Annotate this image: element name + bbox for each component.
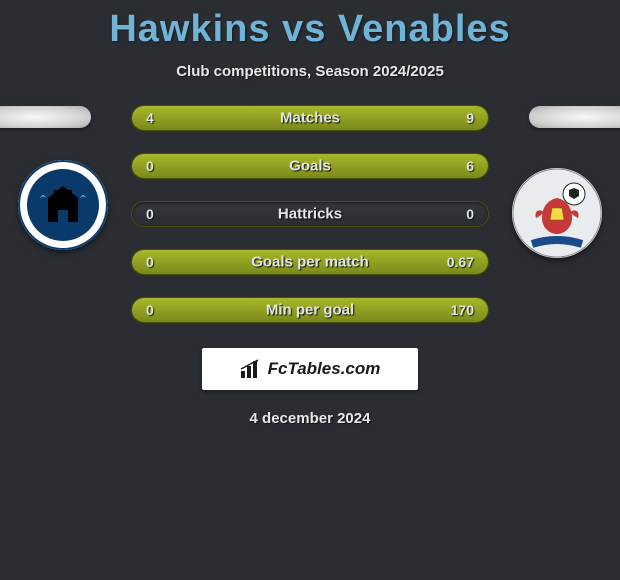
stat-value-left: 0 bbox=[146, 158, 154, 174]
comparison-panel: 4 Matches 9 0 Goals 6 0 Hattricks 0 0 Goals per ma… bbox=[0, 106, 620, 322]
stat-label: Matches bbox=[280, 110, 340, 127]
stat-label: Goals per match bbox=[251, 254, 369, 271]
player-right-column bbox=[498, 106, 616, 258]
club-crest-right-icon bbox=[512, 168, 602, 258]
stat-value-right: 9 bbox=[466, 110, 474, 126]
stats-column: 4 Matches 9 0 Goals 6 0 Hattricks 0 0 Goals per ma… bbox=[122, 106, 498, 322]
stat-value-right: 170 bbox=[451, 302, 474, 318]
stat-value-left: 0 bbox=[146, 254, 154, 270]
brand-badge[interactable]: FcTables.com bbox=[202, 348, 418, 390]
bars-icon bbox=[240, 359, 262, 379]
stat-label: Min per goal bbox=[266, 302, 354, 319]
page-title: Hawkins vs Venables bbox=[0, 0, 620, 51]
subtitle: Club competitions, Season 2024/2025 bbox=[0, 63, 620, 80]
footer-date: 4 december 2024 bbox=[0, 410, 620, 427]
club-badge-right bbox=[512, 168, 602, 258]
player-left-column bbox=[4, 106, 122, 250]
stat-value-left: 0 bbox=[146, 302, 154, 318]
stat-bar: 0 Goals 6 bbox=[132, 154, 488, 178]
club-crest-left-icon bbox=[18, 160, 108, 250]
club-badge-left bbox=[18, 160, 108, 250]
brand-text: FcTables.com bbox=[268, 359, 381, 379]
stat-fill-right bbox=[242, 106, 488, 130]
player-right-pill bbox=[529, 106, 620, 128]
stat-bar: 4 Matches 9 bbox=[132, 106, 488, 130]
stat-bar: 0 Min per goal 170 bbox=[132, 298, 488, 322]
stat-bar: 0 Hattricks 0 bbox=[132, 202, 488, 226]
stat-value-right: 6 bbox=[466, 158, 474, 174]
player-left-pill bbox=[0, 106, 91, 128]
stat-value-right: 0.67 bbox=[447, 254, 474, 270]
stat-bar: 0 Goals per match 0.67 bbox=[132, 250, 488, 274]
stat-value-left: 4 bbox=[146, 110, 154, 126]
stat-label: Hattricks bbox=[278, 206, 342, 223]
stat-value-right: 0 bbox=[466, 206, 474, 222]
stat-value-left: 0 bbox=[146, 206, 154, 222]
stat-label: Goals bbox=[289, 158, 331, 175]
